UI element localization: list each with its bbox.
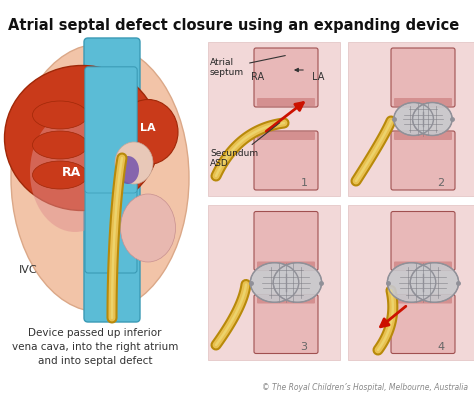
FancyBboxPatch shape — [348, 205, 474, 360]
FancyBboxPatch shape — [394, 132, 452, 140]
Ellipse shape — [387, 263, 436, 302]
FancyBboxPatch shape — [348, 42, 474, 196]
Ellipse shape — [117, 156, 139, 184]
Ellipse shape — [33, 161, 88, 189]
FancyBboxPatch shape — [257, 98, 315, 106]
FancyBboxPatch shape — [254, 211, 318, 271]
Text: 4: 4 — [438, 342, 445, 352]
FancyBboxPatch shape — [394, 261, 452, 269]
Ellipse shape — [120, 194, 175, 262]
FancyBboxPatch shape — [85, 67, 137, 273]
Text: LA: LA — [312, 72, 324, 82]
Text: LA: LA — [140, 123, 156, 133]
FancyBboxPatch shape — [84, 38, 140, 322]
FancyBboxPatch shape — [257, 261, 315, 269]
Text: Secundum
ASD: Secundum ASD — [210, 123, 280, 168]
FancyBboxPatch shape — [208, 42, 340, 196]
Text: 1: 1 — [301, 178, 308, 188]
FancyBboxPatch shape — [208, 205, 340, 360]
Text: Atrial septal defect closure using an expanding device: Atrial septal defect closure using an ex… — [8, 18, 459, 33]
FancyBboxPatch shape — [257, 132, 315, 140]
Ellipse shape — [30, 112, 120, 232]
Text: 3: 3 — [301, 342, 308, 352]
Ellipse shape — [250, 263, 299, 302]
FancyBboxPatch shape — [257, 295, 315, 304]
Ellipse shape — [33, 101, 88, 129]
Text: RA: RA — [251, 72, 264, 82]
Ellipse shape — [33, 131, 88, 159]
Ellipse shape — [410, 263, 459, 302]
Text: IVC: IVC — [18, 265, 37, 275]
FancyBboxPatch shape — [391, 131, 455, 190]
FancyBboxPatch shape — [394, 295, 452, 304]
Text: Device passed up inferior
vena cava, into the right atrium
and into septal defec: Device passed up inferior vena cava, int… — [12, 328, 178, 366]
FancyBboxPatch shape — [254, 295, 318, 353]
FancyBboxPatch shape — [391, 48, 455, 107]
Ellipse shape — [115, 142, 153, 184]
Text: Atrial
septum: Atrial septum — [210, 56, 285, 77]
FancyBboxPatch shape — [391, 295, 455, 353]
Ellipse shape — [118, 100, 178, 164]
Ellipse shape — [394, 103, 433, 135]
Text: © The Royal Children’s Hospital, Melbourne, Australia: © The Royal Children’s Hospital, Melbour… — [262, 383, 468, 392]
Ellipse shape — [4, 66, 159, 211]
FancyBboxPatch shape — [85, 67, 137, 193]
Ellipse shape — [412, 103, 452, 135]
FancyBboxPatch shape — [254, 48, 318, 107]
FancyBboxPatch shape — [394, 98, 452, 106]
Text: RA: RA — [63, 166, 82, 178]
FancyBboxPatch shape — [254, 131, 318, 190]
Ellipse shape — [273, 263, 322, 302]
FancyBboxPatch shape — [391, 211, 455, 271]
Ellipse shape — [11, 44, 189, 312]
Text: 2: 2 — [438, 178, 445, 188]
